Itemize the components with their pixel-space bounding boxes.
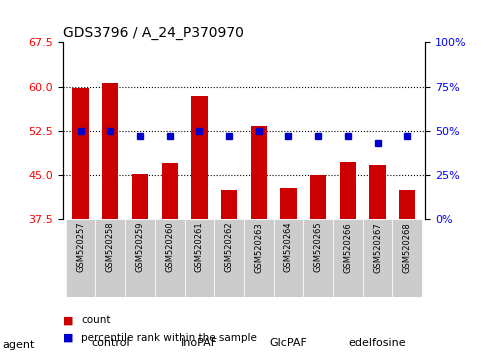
Bar bbox=[303, 219, 333, 297]
Text: ■: ■ bbox=[63, 315, 73, 325]
Text: GSM520258: GSM520258 bbox=[106, 222, 115, 273]
Bar bbox=[244, 219, 273, 297]
Text: GSM520261: GSM520261 bbox=[195, 222, 204, 273]
Text: percentile rank within the sample: percentile rank within the sample bbox=[81, 333, 257, 343]
Bar bbox=[251, 126, 267, 354]
Bar bbox=[280, 188, 297, 354]
Text: GSM520268: GSM520268 bbox=[403, 222, 412, 273]
Text: GSM520260: GSM520260 bbox=[165, 222, 174, 273]
Text: agent: agent bbox=[2, 340, 35, 350]
Text: GSM520264: GSM520264 bbox=[284, 222, 293, 273]
Bar bbox=[155, 219, 185, 297]
Bar bbox=[392, 219, 422, 297]
Bar bbox=[310, 175, 327, 354]
Text: GSM520267: GSM520267 bbox=[373, 222, 382, 273]
Text: ■: ■ bbox=[63, 333, 73, 343]
Text: edelfosine: edelfosine bbox=[349, 338, 406, 348]
Bar bbox=[72, 88, 89, 354]
Text: count: count bbox=[81, 315, 111, 325]
Bar bbox=[363, 219, 392, 297]
Bar bbox=[273, 219, 303, 297]
Bar bbox=[102, 82, 118, 354]
Text: GSM520265: GSM520265 bbox=[313, 222, 323, 273]
Bar bbox=[96, 219, 125, 297]
Text: InoPAF: InoPAF bbox=[181, 338, 218, 348]
Bar bbox=[66, 219, 96, 297]
Text: GSM520263: GSM520263 bbox=[254, 222, 263, 273]
Bar bbox=[132, 174, 148, 354]
Text: GSM520266: GSM520266 bbox=[343, 222, 352, 273]
Bar bbox=[221, 190, 237, 354]
Bar bbox=[340, 162, 356, 354]
Text: GSM520259: GSM520259 bbox=[136, 222, 144, 272]
Text: GDS3796 / A_24_P370970: GDS3796 / A_24_P370970 bbox=[63, 26, 243, 40]
Bar bbox=[185, 219, 214, 297]
Text: GlcPAF: GlcPAF bbox=[270, 338, 307, 348]
Text: GSM520257: GSM520257 bbox=[76, 222, 85, 273]
Bar bbox=[191, 96, 208, 354]
Bar bbox=[125, 219, 155, 297]
Bar bbox=[214, 219, 244, 297]
Text: control: control bbox=[91, 338, 129, 348]
Bar bbox=[161, 164, 178, 354]
Bar bbox=[399, 190, 415, 354]
Text: GSM520262: GSM520262 bbox=[225, 222, 234, 273]
Bar bbox=[333, 219, 363, 297]
Bar bbox=[369, 165, 386, 354]
